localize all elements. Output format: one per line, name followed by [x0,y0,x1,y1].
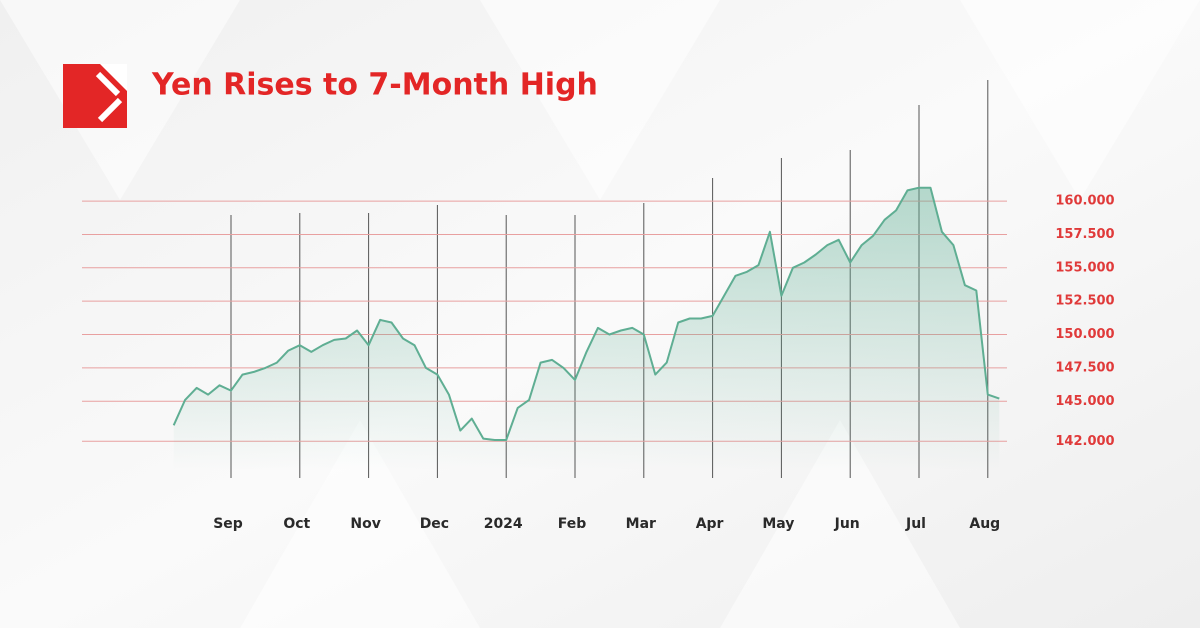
y-tick-label: 155.000 [1055,260,1114,275]
x-tick-label: Nov [350,516,380,532]
x-tick-label: Apr [696,516,724,532]
area-fill [173,187,1000,470]
y-tick-label: 160.000 [1055,194,1114,209]
x-tick-label: Dec [420,516,449,532]
chart-title: Yen Rises to 7-Month High [151,68,598,103]
y-tick-label: 147.500 [1055,360,1114,375]
x-tick-label: Aug [969,516,1000,532]
x-tick-label: Jun [834,516,860,532]
y-tick-label: 150.000 [1055,327,1114,342]
x-tick-label: Sep [213,516,243,532]
logo [63,64,127,128]
x-tick-label: Jul [905,516,926,532]
x-tick-label: Oct [283,516,310,532]
x-tick-label: 2024 [484,516,523,532]
x-tick-label: Feb [558,516,587,532]
x-tick-label: May [762,516,794,532]
x-tick-label: Mar [626,516,656,532]
y-tick-label: 142.000 [1055,434,1114,449]
price-line [172,186,1000,441]
y-tick-label: 145.000 [1055,394,1114,409]
y-tick-label: 152.500 [1055,294,1114,309]
y-tick-label: 157.500 [1055,227,1114,242]
